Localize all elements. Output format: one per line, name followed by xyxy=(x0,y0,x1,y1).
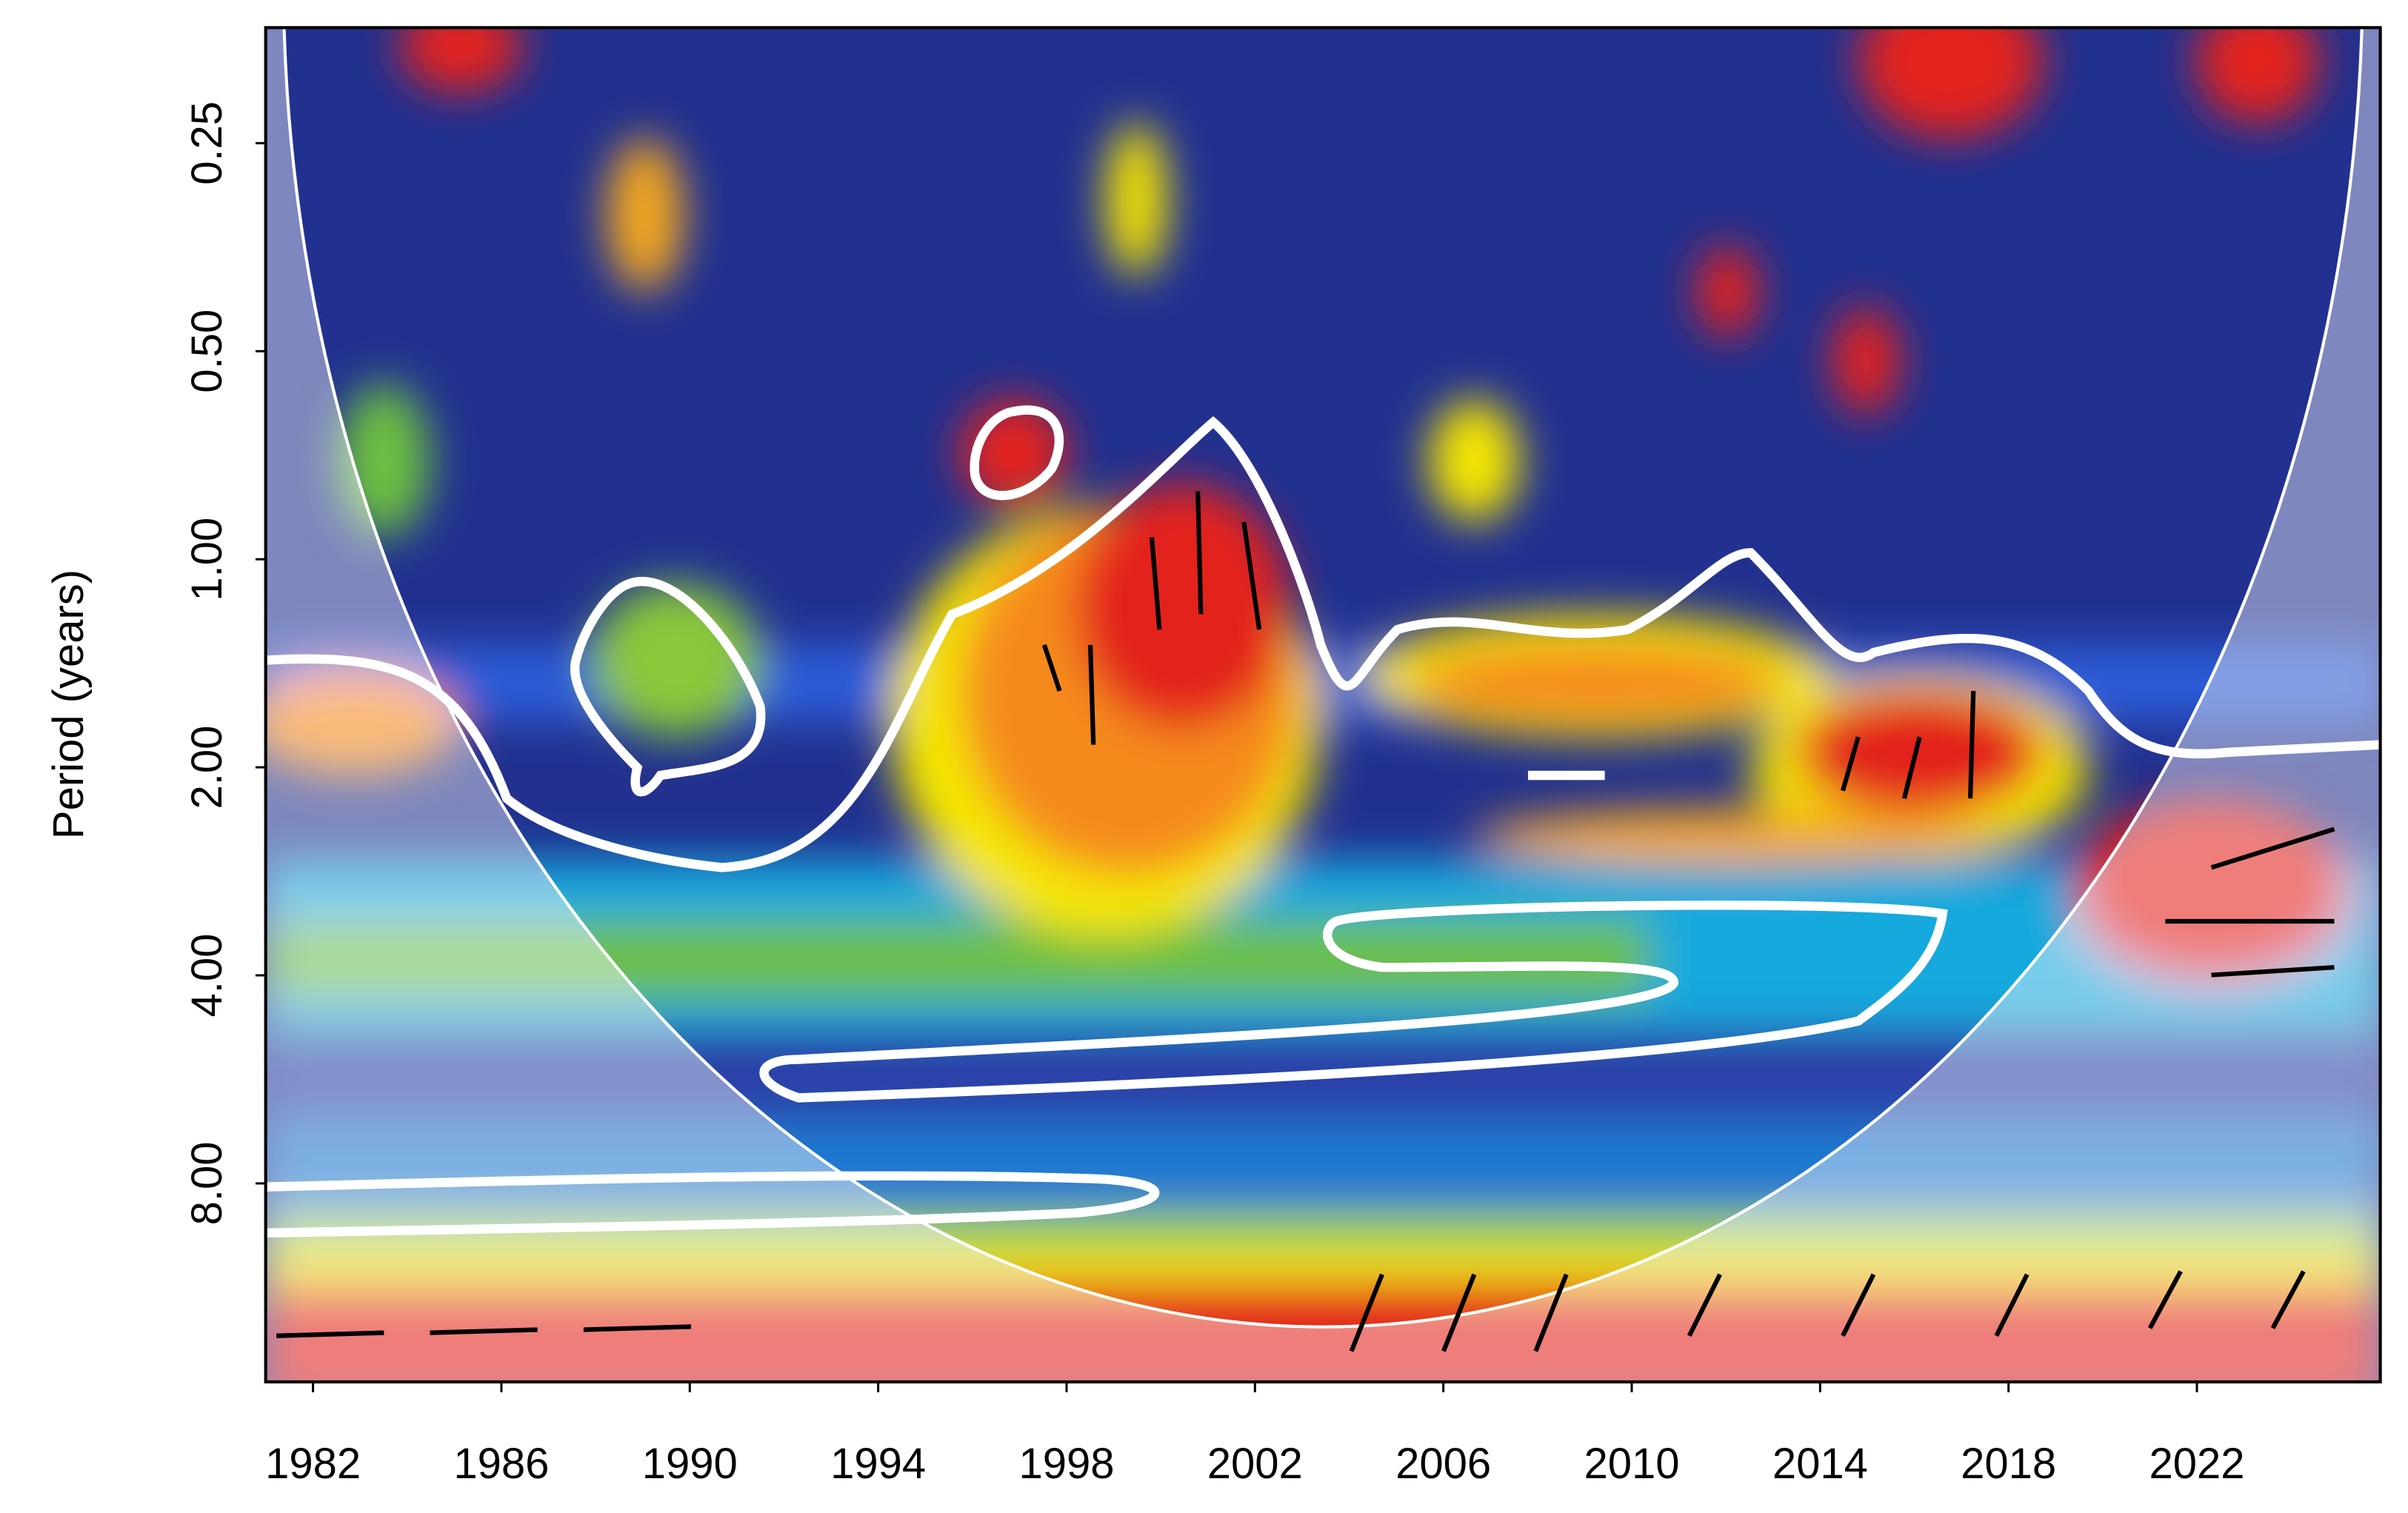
blob xyxy=(265,921,1648,998)
y-tick-label: 4.00 xyxy=(183,934,231,1018)
cone-edge xyxy=(282,27,2364,1329)
contour xyxy=(265,416,2381,872)
contour xyxy=(570,577,766,797)
blob xyxy=(606,138,684,292)
blob xyxy=(2195,27,2319,123)
field-clip xyxy=(265,27,2381,1382)
blob xyxy=(1474,809,1997,865)
y-tick-label: 0.25 xyxy=(183,101,231,185)
y-tick-label: 0.50 xyxy=(183,310,231,393)
contour xyxy=(265,1171,1160,1238)
contour xyxy=(759,901,1948,1103)
contours xyxy=(265,405,2381,1238)
blob xyxy=(1858,27,2043,138)
x-tick-label: 1998 xyxy=(1018,1440,1114,1488)
plot-frame xyxy=(264,26,2382,1384)
x-tick-label: 2014 xyxy=(1772,1440,1868,1488)
contour xyxy=(970,405,1064,501)
blob xyxy=(265,1120,2381,1213)
blob xyxy=(1796,690,2043,814)
y-tick-label: 2.00 xyxy=(183,726,231,809)
y-tick-label: 1.00 xyxy=(183,518,231,601)
y-axis-label: Period (years) xyxy=(44,570,93,839)
blob xyxy=(338,384,430,538)
cone-shade xyxy=(265,27,2381,1382)
blob xyxy=(591,583,761,738)
x-tick-label: 2002 xyxy=(1207,1440,1303,1488)
power-field xyxy=(264,26,2382,1384)
blob xyxy=(399,27,522,93)
blob xyxy=(1832,307,1900,415)
x-tick-label: 2018 xyxy=(1961,1440,2056,1488)
field-blobs xyxy=(265,27,2381,1382)
blob xyxy=(1413,644,1782,722)
blob xyxy=(1428,399,1521,522)
phase-arrows xyxy=(276,491,2335,1352)
arrow xyxy=(1041,491,2335,978)
x-tick-label: 1986 xyxy=(453,1440,549,1488)
blob xyxy=(1075,484,1290,729)
x-tick-label: 1994 xyxy=(830,1440,926,1488)
blob xyxy=(1696,245,1758,338)
blob xyxy=(265,667,461,775)
x-tick-label: 2022 xyxy=(2149,1440,2245,1488)
x-tick-label: 2006 xyxy=(1395,1440,1491,1488)
blob xyxy=(265,1282,2381,1382)
x-tick-label: 1982 xyxy=(265,1440,361,1488)
x-tick-label: 2010 xyxy=(1584,1440,1679,1488)
x-tick-label: 1990 xyxy=(642,1440,738,1488)
arrow xyxy=(276,1270,2306,1352)
blob xyxy=(1105,122,1167,277)
y-tick-label: 8.00 xyxy=(183,1141,231,1225)
